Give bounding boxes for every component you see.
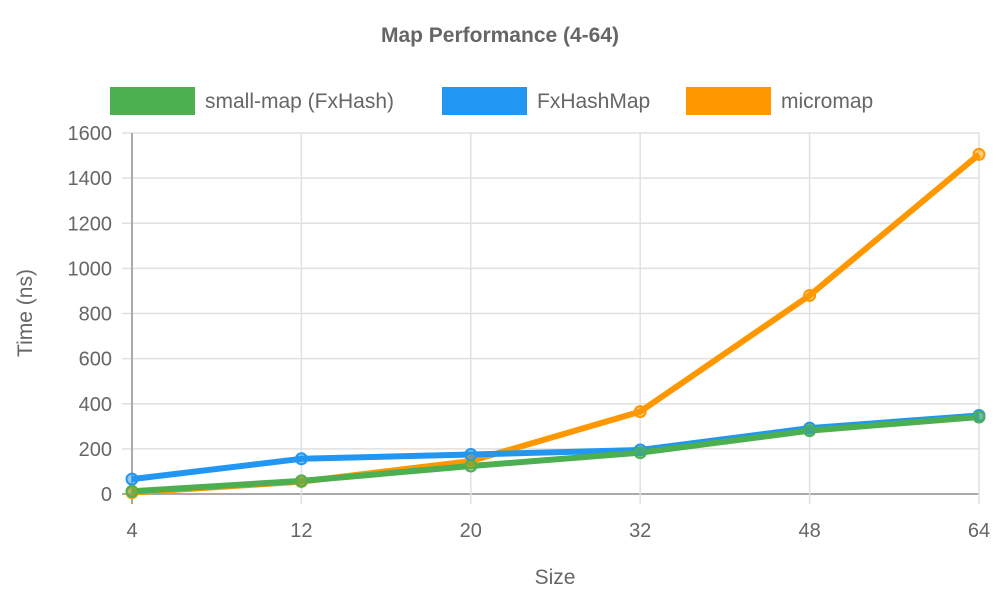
y-axis-label: Time (ns) xyxy=(14,269,37,357)
data-point xyxy=(803,424,817,438)
y-tick-label: 0 xyxy=(101,484,112,506)
y-tick-label: 1200 xyxy=(68,213,113,235)
legend-swatch xyxy=(442,87,527,115)
legend-label: micromap xyxy=(781,90,873,113)
chart-title: Map Performance (4-64) xyxy=(381,24,619,47)
legend-label: small-map (FxHash) xyxy=(205,90,394,113)
series-lines xyxy=(125,147,986,500)
data-point xyxy=(464,448,478,462)
legend-item: FxHashMap xyxy=(442,87,650,115)
legend: small-map (FxHash) FxHashMap micromap xyxy=(110,87,873,115)
data-point xyxy=(972,410,986,424)
legend-swatch xyxy=(110,87,195,115)
data-point xyxy=(633,446,647,460)
legend-item: micromap xyxy=(686,87,873,115)
x-axis-ticks: 4 12 20 32 48 64 xyxy=(126,520,990,542)
grid xyxy=(122,132,980,504)
legend-item: small-map (FxHash) xyxy=(110,87,394,115)
x-tick-label: 32 xyxy=(629,520,651,542)
x-tick-label: 4 xyxy=(126,520,137,542)
y-tick-label: 1000 xyxy=(68,258,113,280)
legend-label: FxHashMap xyxy=(537,90,650,113)
y-tick-label: 600 xyxy=(79,349,112,371)
data-point xyxy=(633,405,647,419)
data-point xyxy=(294,452,308,466)
y-axis-ticks: 0 200 400 600 800 1000 1200 1400 1600 xyxy=(68,123,113,506)
y-tick-label: 200 xyxy=(79,439,112,461)
x-tick-label: 48 xyxy=(798,520,820,542)
y-tick-label: 800 xyxy=(79,304,112,326)
data-point xyxy=(294,474,308,488)
series-line xyxy=(131,414,980,495)
x-tick-label: 20 xyxy=(460,520,482,542)
x-axis-label: Size xyxy=(535,566,576,589)
data-point xyxy=(125,472,139,486)
data-point xyxy=(972,147,986,161)
data-point xyxy=(125,484,139,498)
data-point xyxy=(464,459,478,473)
legend-swatch xyxy=(686,87,771,115)
y-tick-label: 1400 xyxy=(68,168,113,190)
x-tick-label: 64 xyxy=(968,520,990,542)
x-tick-label: 12 xyxy=(290,520,312,542)
y-tick-label: 400 xyxy=(79,394,112,416)
series-line xyxy=(131,152,981,496)
y-tick-label: 1600 xyxy=(68,123,113,145)
data-point xyxy=(803,288,817,302)
